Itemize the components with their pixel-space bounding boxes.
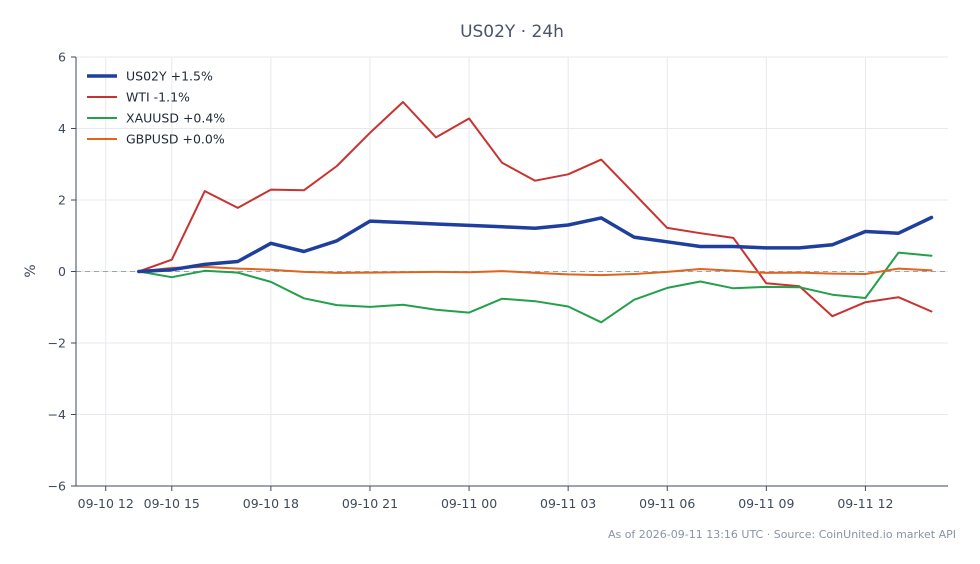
x-tick-label: 09-11 12 bbox=[837, 496, 893, 511]
y-tick-label: 4 bbox=[58, 121, 66, 136]
y-tick-label: −6 bbox=[48, 479, 66, 494]
y-tick-label: −2 bbox=[48, 336, 66, 351]
source-footer: As of 2026-09-11 13:16 UTC · Source: Coi… bbox=[608, 528, 956, 541]
x-tick-label: 09-10 15 bbox=[144, 496, 200, 511]
series-lines bbox=[137, 101, 934, 324]
y-tick-label: 2 bbox=[58, 193, 66, 208]
series-line-us02y bbox=[137, 215, 934, 274]
series-line-wti bbox=[137, 101, 933, 318]
y-axis-label: % bbox=[23, 264, 39, 277]
chart-title: US02Y · 24h bbox=[460, 22, 564, 42]
y-tick-label: −4 bbox=[48, 407, 66, 422]
legend-entry: US02Y +1.5% bbox=[126, 69, 213, 84]
series-line-gbpusd bbox=[137, 265, 933, 277]
legend-entry: WTI -1.1% bbox=[126, 90, 190, 105]
x-tick-label: 09-11 06 bbox=[639, 496, 695, 511]
x-tick-label: 09-11 03 bbox=[540, 496, 596, 511]
x-tick-label: 09-11 00 bbox=[441, 496, 497, 511]
x-tick-label: 09-10 12 bbox=[78, 496, 134, 511]
legend: US02Y +1.5% WTI -1.1% XAUUSD +0.4% GBPUSD +… bbox=[87, 69, 225, 147]
axes: 6 4 2 0 −2 −4 −6 09-10 12 09-10 15 09-10 18 09-10 … bbox=[48, 50, 948, 511]
y-tick-label: 6 bbox=[58, 50, 66, 65]
x-tick-label: 09-11 09 bbox=[738, 496, 794, 511]
series-line-xauusd bbox=[137, 251, 933, 324]
legend-entry: GBPUSD +0.0% bbox=[126, 132, 225, 147]
legend-entry: XAUUSD +0.4% bbox=[126, 111, 225, 126]
x-tick-label: 09-10 21 bbox=[342, 496, 398, 511]
y-tick-label: 0 bbox=[58, 264, 66, 279]
x-tick-label: 09-10 18 bbox=[243, 496, 299, 511]
